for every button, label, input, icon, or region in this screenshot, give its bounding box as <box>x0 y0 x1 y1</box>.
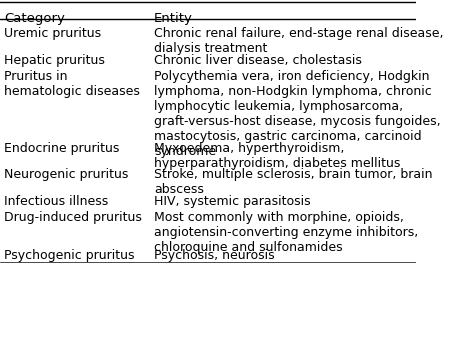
Text: Endocrine pruritus: Endocrine pruritus <box>4 142 119 155</box>
Text: Myxoedema, hyperthyroidism,
hyperparathyroidism, diabetes mellitus: Myxoedema, hyperthyroidism, hyperparathy… <box>154 142 400 170</box>
Text: Category: Category <box>4 12 65 25</box>
Text: Chronic renal failure, end-stage renal disease,
dialysis treatment: Chronic renal failure, end-stage renal d… <box>154 27 443 56</box>
Text: Chronic liver disease, cholestasis: Chronic liver disease, cholestasis <box>154 54 362 67</box>
Text: Polycythemia vera, iron deficiency, Hodgkin
lymphoma, non-Hodgkin lymphoma, chro: Polycythemia vera, iron deficiency, Hodg… <box>154 70 440 158</box>
Text: Neurogenic pruritus: Neurogenic pruritus <box>4 168 128 181</box>
Text: Pruritus in
hematologic diseases: Pruritus in hematologic diseases <box>4 70 140 98</box>
Text: Hepatic pruritus: Hepatic pruritus <box>4 54 105 67</box>
Text: Psychogenic pruritus: Psychogenic pruritus <box>4 249 135 262</box>
Text: Uremic pruritus: Uremic pruritus <box>4 27 101 40</box>
Text: Most commonly with morphine, opioids,
angiotensin-converting enzyme inhibitors,
: Most commonly with morphine, opioids, an… <box>154 211 418 253</box>
Text: Drug-induced pruritus: Drug-induced pruritus <box>4 211 142 224</box>
Text: HIV, systemic parasitosis: HIV, systemic parasitosis <box>154 195 310 208</box>
Text: Entity: Entity <box>154 12 193 25</box>
Text: Psychosis, neurosis: Psychosis, neurosis <box>154 249 274 262</box>
Text: Stroke, multiple sclerosis, brain tumor, brain
abscess: Stroke, multiple sclerosis, brain tumor,… <box>154 168 432 197</box>
Text: Infectious illness: Infectious illness <box>4 195 109 208</box>
